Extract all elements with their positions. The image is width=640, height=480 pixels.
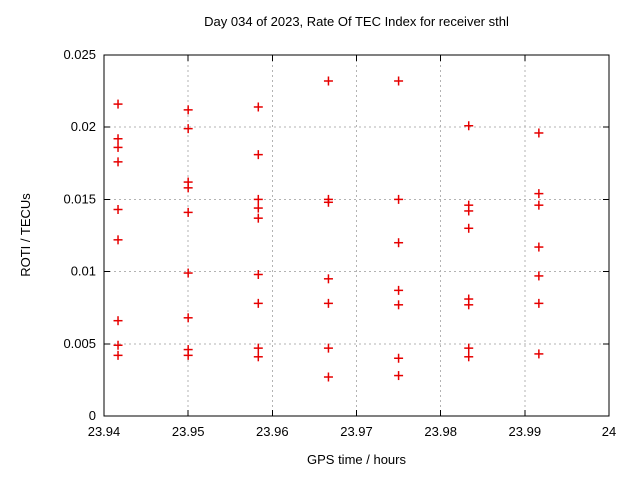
y-tick-label: 0.025 bbox=[63, 47, 96, 62]
x-tick-label: 24 bbox=[602, 424, 616, 439]
x-axis-label: GPS time / hours bbox=[307, 452, 406, 467]
x-tick-label: 23.98 bbox=[424, 424, 457, 439]
x-tick-label: 23.97 bbox=[340, 424, 373, 439]
chart-title: Day 034 of 2023, Rate Of TEC Index for r… bbox=[204, 14, 509, 29]
y-tick-label: 0.02 bbox=[71, 119, 96, 134]
x-tick-label: 23.99 bbox=[509, 424, 542, 439]
y-tick-label: 0.005 bbox=[63, 336, 96, 351]
y-tick-label: 0.015 bbox=[63, 191, 96, 206]
x-tick-label: 23.94 bbox=[88, 424, 121, 439]
y-tick-label: 0.01 bbox=[71, 264, 96, 279]
x-tick-label: 23.96 bbox=[256, 424, 289, 439]
y-tick-label: 0 bbox=[89, 408, 96, 423]
x-tick-label: 23.95 bbox=[172, 424, 205, 439]
